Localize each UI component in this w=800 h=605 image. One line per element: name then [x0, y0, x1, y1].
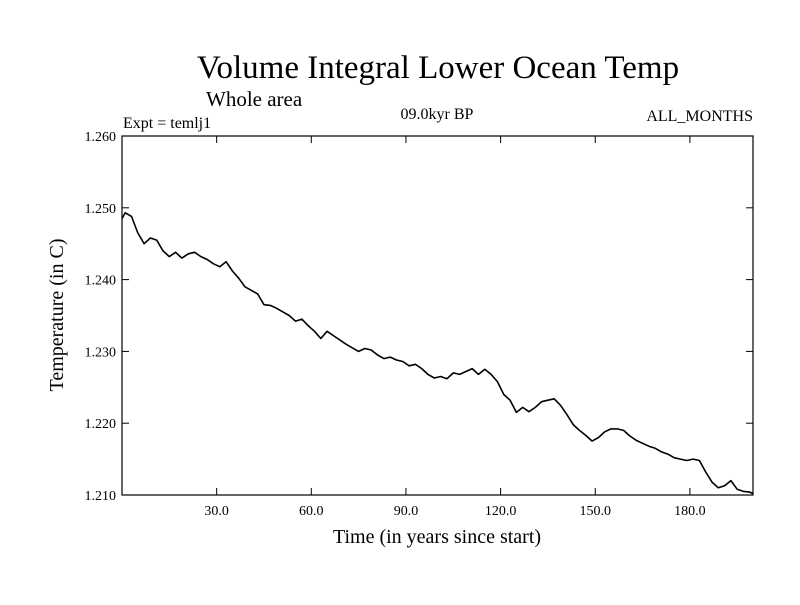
series-group [121, 212, 754, 495]
x-tick-label: 180.0 [674, 504, 706, 519]
y-tick-label: 1.240 [85, 274, 117, 289]
x-tick-label: 120.0 [485, 504, 517, 519]
chart-subtitle: Whole area [206, 87, 303, 111]
x-axis-label: Time (in years since start) [333, 526, 541, 548]
tick-labels: 1.210 1.220 1.230 1.240 1.250 1.260 30.0 60.0 90… [85, 130, 706, 519]
experiment-label: Expt = temlj1 [123, 115, 211, 132]
y-tick-label: 1.210 [85, 489, 117, 504]
plot-frame [121, 135, 754, 496]
chart-title: Volume Integral Lower Ocean Temp [197, 50, 679, 86]
y-tick-label: 1.260 [85, 130, 117, 145]
x-tick-label: 60.0 [299, 504, 324, 519]
series-line [121, 212, 754, 495]
y-axis-label: Temperature (in C) [46, 239, 68, 392]
y-tick-label: 1.230 [85, 345, 117, 360]
y-tick-label: 1.250 [85, 202, 117, 217]
x-tick-label: 150.0 [580, 504, 612, 519]
months-label: ALL_MONTHS [646, 108, 753, 125]
x-tick-label: 90.0 [394, 504, 419, 519]
x-tick-label: 30.0 [204, 504, 229, 519]
axis-ticks [122, 135, 753, 496]
period-label: 09.0kyr BP [401, 106, 474, 123]
y-tick-label: 1.220 [85, 417, 117, 432]
